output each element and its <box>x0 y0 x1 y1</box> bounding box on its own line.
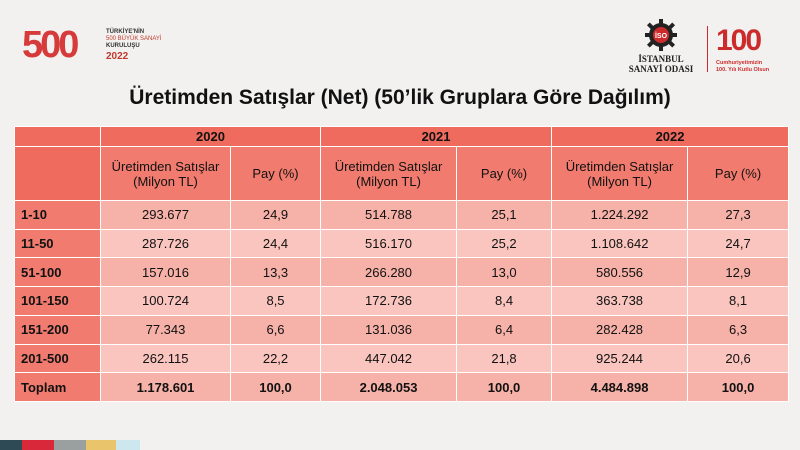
table-cell: 266.280 <box>320 257 458 288</box>
table-cell: 157.016 <box>100 257 231 288</box>
year-header-2020: 2020 <box>99 126 322 147</box>
row-label-total: Toplam <box>14 372 101 402</box>
table-cell: 27,3 <box>687 200 790 230</box>
table-cell: 6,6 <box>229 314 322 345</box>
table-cell: 516.170 <box>320 228 458 259</box>
logo-100-number: 100 <box>716 24 762 57</box>
footer-bar-segment <box>54 440 86 450</box>
sub-header-share-2022: Pay (%) <box>687 146 790 201</box>
table-cell: 8,5 <box>229 286 322 316</box>
iso-mark: İSO <box>655 32 668 40</box>
sales-table: 2020 2021 2022 Üretimden Satışlar (Milyo… <box>14 126 790 402</box>
header-group-blank <box>14 146 101 201</box>
table-cell: 22,2 <box>229 343 322 374</box>
table-cell: 8,4 <box>456 286 553 316</box>
logo-500-line3: KURULUŞU <box>106 43 140 49</box>
iso-name-line2: SANAYİ ODASI <box>628 64 694 74</box>
logo-500-line2: 500 BÜYÜK SANAYİ <box>106 36 162 42</box>
table-cell: 514.788 <box>320 200 458 230</box>
row-label: 151-200 <box>14 314 101 345</box>
row-label: 51-100 <box>14 257 101 288</box>
table-row-total: Toplam 1.178.601 100,0 2.048.053 100,0 4… <box>14 372 790 402</box>
table-cell: 363.738 <box>551 286 689 316</box>
table-cell: 287.726 <box>100 228 231 259</box>
table-cell: 6,4 <box>456 314 553 345</box>
table-cell: 77.343 <box>100 314 231 345</box>
table-row: 101-150 100.724 8,5 172.736 8,4 363.738 … <box>14 286 790 316</box>
footer-bar-segment <box>22 440 54 450</box>
table-cell: 21,8 <box>456 343 553 374</box>
table-cell: 24,7 <box>687 228 790 259</box>
table-cell: 131.036 <box>320 314 458 345</box>
logo-100-text: Cumhuriyetimizin 100. Yılı Kutlu Olsun <box>716 60 769 74</box>
logo-100-line2: 100. Yılı Kutlu Olsun <box>716 67 770 73</box>
logo-100-line1: Cumhuriyetimizin <box>716 60 763 66</box>
year-header-2022: 2022 <box>551 126 790 147</box>
iso-gear-icon: İSO <box>645 19 677 51</box>
table-cell: 13,3 <box>229 257 322 288</box>
iso-name-line1: İSTANBUL <box>638 54 684 64</box>
table-row: 201-500 262.115 22,2 447.042 21,8 925.24… <box>14 343 790 374</box>
footer-bar-segment <box>116 440 140 450</box>
table-cell: 100,0 <box>687 372 790 402</box>
sub-header-sales-2020: Üretimden Satışlar (Milyon TL) <box>100 146 231 201</box>
table-cell: 1.108.642 <box>551 228 689 259</box>
header-corner <box>14 126 101 147</box>
table-cell: 580.556 <box>551 257 689 288</box>
table-cell: 925.244 <box>551 343 689 374</box>
logo-500-digits: 500 <box>22 24 79 66</box>
sub-header-sales-2022: Üretimden Satışlar (Milyon TL) <box>551 146 689 201</box>
table-cell: 100.724 <box>100 286 231 316</box>
table-cell: 2.048.053 <box>320 372 458 402</box>
page-title: Üretimden Satışlar (Net) (50’lik Gruplar… <box>129 86 671 109</box>
table-row: 11-50 287.726 24,4 516.170 25,2 1.108.64… <box>14 228 790 259</box>
logo-500-text: TÜRKİYE'NİN 500 BÜYÜK SANAYİ KURULUŞU 20… <box>106 29 162 63</box>
table-cell: 100,0 <box>229 372 322 402</box>
sub-header-share-2021: Pay (%) <box>456 146 553 201</box>
table-row: 151-200 77.343 6,6 131.036 6,4 282.428 6… <box>14 314 790 345</box>
logo-500-buyuk-sanayi: 500 TÜRKİYE'NİN 500 BÜYÜK SANAYİ KURULUŞ… <box>22 24 172 68</box>
table-cell: 6,3 <box>687 314 790 345</box>
table-cell: 1.178.601 <box>100 372 231 402</box>
footer-bar-segment <box>86 440 116 450</box>
table-cell: 12,9 <box>687 257 790 288</box>
sub-header-share-2020: Pay (%) <box>229 146 322 201</box>
table-cell: 282.428 <box>551 314 689 345</box>
table-cell: 262.115 <box>100 343 231 374</box>
table-row: 51-100 157.016 13,3 266.280 13,0 580.556… <box>14 257 790 288</box>
table-cell: 293.677 <box>100 200 231 230</box>
table-cell: 100,0 <box>456 372 553 402</box>
table-cell: 1.224.292 <box>551 200 689 230</box>
row-label: 1-10 <box>14 200 101 230</box>
table-cell: 20,6 <box>687 343 790 374</box>
footer-bar-segment <box>0 440 22 450</box>
table-cell: 25,1 <box>456 200 553 230</box>
table-cell: 25,2 <box>456 228 553 259</box>
logo-divider <box>707 26 708 72</box>
row-label: 11-50 <box>14 228 101 259</box>
logo-500-line1: TÜRKİYE'NİN <box>106 29 145 35</box>
table-cell: 8,1 <box>687 286 790 316</box>
table-cell: 24,4 <box>229 228 322 259</box>
table-cell: 447.042 <box>320 343 458 374</box>
table-cell: 13,0 <box>456 257 553 288</box>
table-cell: 172.736 <box>320 286 458 316</box>
table-cell: 24,9 <box>229 200 322 230</box>
sub-header-sales-2021: Üretimden Satışlar (Milyon TL) <box>320 146 458 201</box>
logo-istanbul-sanayi-odasi: İSO İSTANBUL SANAYİ ODASI <box>618 18 704 84</box>
row-label: 201-500 <box>14 343 101 374</box>
table-cell: 4.484.898 <box>551 372 689 402</box>
footer-color-bar <box>0 440 140 450</box>
row-label: 101-150 <box>14 286 101 316</box>
table-row: 1-10 293.677 24,9 514.788 25,1 1.224.292… <box>14 200 790 230</box>
logo-cumhuriyet-100: 100 Cumhuriyetimizin 100. Yılı Kutlu Ols… <box>708 22 788 82</box>
year-header-2021: 2021 <box>320 126 553 147</box>
logo-500-year: 2022 <box>106 51 129 62</box>
